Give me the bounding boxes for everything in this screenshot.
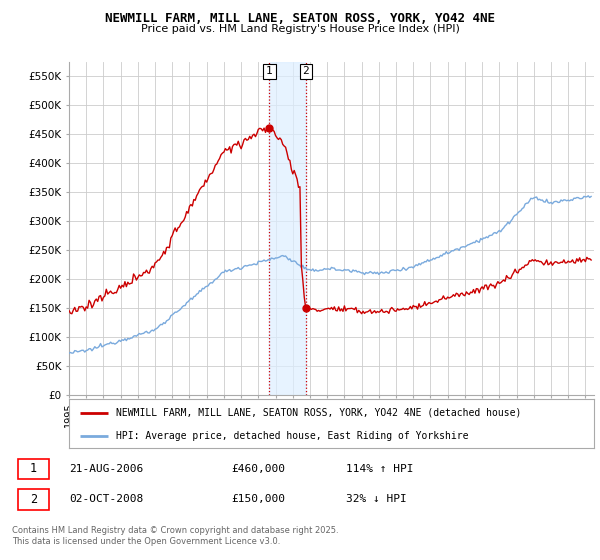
Text: 32% ↓ HPI: 32% ↓ HPI <box>346 494 407 504</box>
Text: 1: 1 <box>30 463 37 475</box>
Text: 02-OCT-2008: 02-OCT-2008 <box>70 494 144 504</box>
Text: Contains HM Land Registry data © Crown copyright and database right 2025.
This d: Contains HM Land Registry data © Crown c… <box>12 526 338 546</box>
Text: 2: 2 <box>30 493 37 506</box>
Bar <box>18 459 49 479</box>
Text: NEWMILL FARM, MILL LANE, SEATON ROSS, YORK, YO42 4NE (detached house): NEWMILL FARM, MILL LANE, SEATON ROSS, YO… <box>116 408 521 418</box>
Bar <box>269 62 305 395</box>
Text: NEWMILL FARM, MILL LANE, SEATON ROSS, YORK, YO42 4NE: NEWMILL FARM, MILL LANE, SEATON ROSS, YO… <box>105 12 495 25</box>
Bar <box>18 489 49 510</box>
Text: Price paid vs. HM Land Registry's House Price Index (HPI): Price paid vs. HM Land Registry's House … <box>140 24 460 34</box>
Text: 21-AUG-2006: 21-AUG-2006 <box>70 464 144 474</box>
Text: £460,000: £460,000 <box>231 464 285 474</box>
Text: £150,000: £150,000 <box>231 494 285 504</box>
Text: HPI: Average price, detached house, East Riding of Yorkshire: HPI: Average price, detached house, East… <box>116 431 469 441</box>
Text: 1: 1 <box>266 67 273 77</box>
Text: 2: 2 <box>302 67 309 77</box>
Text: 114% ↑ HPI: 114% ↑ HPI <box>346 464 413 474</box>
